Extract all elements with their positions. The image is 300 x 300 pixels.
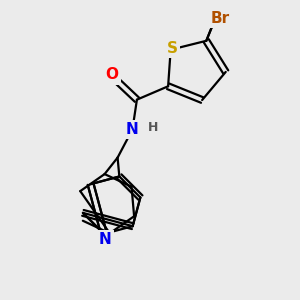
Text: O: O — [105, 68, 119, 82]
Text: H: H — [148, 122, 158, 134]
Text: S: S — [167, 41, 178, 56]
Text: N: N — [99, 232, 112, 247]
Text: N: N — [126, 122, 139, 137]
Text: Br: Br — [210, 11, 230, 26]
